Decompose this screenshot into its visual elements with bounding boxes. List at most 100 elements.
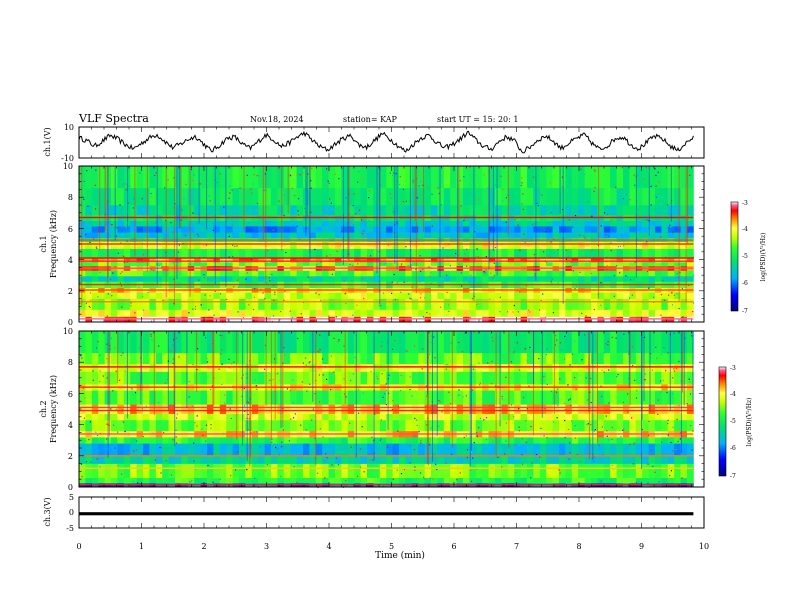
ch1-spectrogram-cell xyxy=(392,257,400,263)
ch2-spectrogram-speckle xyxy=(172,344,174,346)
ch1-spectrogram-cell xyxy=(437,275,445,282)
ch2-spectrogram-speckle xyxy=(312,408,314,410)
ch1-spectrogram-cell xyxy=(258,187,265,206)
ch2-spectrogram-cell xyxy=(168,371,176,385)
ch2-spectrogram-speckle xyxy=(170,474,172,476)
ch1-spectrogram-speckle xyxy=(150,192,152,195)
ch2-spectrogram-cell xyxy=(322,363,329,372)
ch1-spectrogram-speckle xyxy=(133,198,135,200)
ch2-spectrogram-cell xyxy=(79,463,86,478)
ch1-spectrogram-speckle xyxy=(419,281,421,283)
ch2-spectrogram-cell xyxy=(219,371,227,385)
ch2-spectrogram-cell xyxy=(175,331,182,354)
ch1-spectrogram-cell xyxy=(629,220,637,227)
ch1-spectrogram-cell xyxy=(558,241,566,249)
ch1-spectrogram-speckle xyxy=(310,180,312,182)
ch1-spectrogram-speckle xyxy=(516,234,518,237)
ch1-spectrogram-cell xyxy=(168,205,176,216)
ch2-spectrogram-cell xyxy=(232,463,240,478)
ch1-spectrogram-speckle xyxy=(572,270,574,272)
ch2-spectrogram-cell xyxy=(168,455,176,464)
ch1-spectrogram-cell xyxy=(238,270,246,277)
ch2-spectrogram-speckle xyxy=(595,342,597,345)
ch1-spectrogram-speckle xyxy=(455,252,457,255)
ch2-spectrogram-cell xyxy=(603,404,611,414)
ch2-spectrogram-speckle xyxy=(601,369,603,371)
ch2-spectrogram-cell xyxy=(194,363,201,372)
ch2-spectrogram-cell xyxy=(398,331,406,354)
ch1-spectrogram-speckle xyxy=(613,275,615,277)
ch1-spectrogram-cell xyxy=(309,187,317,206)
ch2-spectrogram-speckle xyxy=(441,411,443,413)
ch2-spectrogram-cell xyxy=(539,352,547,365)
ch1-spectrogram-speckle xyxy=(336,250,338,252)
ch1-spectrogram-cell xyxy=(482,232,489,239)
ch1-spectrogram-cell xyxy=(181,261,189,267)
ch1-spectrogram-cell xyxy=(507,309,515,317)
ch1-spectrogram-cell xyxy=(213,166,221,189)
ch2-spectrogram-cell xyxy=(187,419,195,432)
ch2-spectrogram-speckle xyxy=(679,432,681,434)
ch2-spectrogram-cell xyxy=(648,363,656,372)
ch2-spectrogram-speckle xyxy=(607,344,609,346)
ch1-spectrogram-cell xyxy=(405,270,413,277)
ch2-spectrogram-speckle xyxy=(479,417,481,420)
ch2-spectrogram-cell xyxy=(232,455,240,464)
ch1-spectrogram-cell xyxy=(603,205,611,216)
ch2-spectrogram-cell xyxy=(571,437,579,444)
ch1-spectrogram-speckle xyxy=(121,306,123,308)
ch2-spectrogram-cell xyxy=(462,455,470,464)
ch2-spectrogram-cell xyxy=(437,463,445,478)
ch1-spectrogram-cell xyxy=(206,261,214,267)
ch1-spectrogram-speckle xyxy=(216,181,218,184)
ch1-spectrogram-cell xyxy=(469,232,477,239)
ch2-spectrogram-cell xyxy=(136,390,144,405)
ch2-spectrogram-cell xyxy=(571,404,579,414)
ch1-spectrogram-cell xyxy=(398,241,406,249)
ch1-spectrogram-speckle xyxy=(543,227,545,229)
ch1-spectrogram-cell xyxy=(386,270,393,277)
ch2-spectrogram-cell xyxy=(91,331,99,354)
ch1-spectrogram-sferic-streak xyxy=(99,166,101,250)
ch1-spectrogram-speckle xyxy=(429,313,431,315)
ch2-spectrogram-cell xyxy=(168,463,176,478)
ch2-spectrogram-cell xyxy=(411,477,419,484)
ch2-spectrogram-cell xyxy=(539,477,547,484)
ch1-spectrogram-cell xyxy=(200,226,208,233)
ch1-spectrogram-cell xyxy=(296,226,304,233)
ch1-spectrogram-cell xyxy=(411,241,419,249)
ch2-spectrogram-speckle xyxy=(244,410,246,413)
ch2-spectrogram-speckle xyxy=(627,445,629,447)
ch1-spectrogram-cell xyxy=(117,226,125,233)
ch1-spectrogram-cell xyxy=(219,261,227,267)
ch1-spectrogram-cell xyxy=(443,275,451,282)
ch2-spectrogram-cell xyxy=(149,331,157,354)
ch1-spectrogram-cell xyxy=(462,298,470,310)
ch1-spectrogram-cell xyxy=(245,166,253,189)
ch1-spectrogram-cell xyxy=(264,226,272,233)
ch1-spectrogram-cell xyxy=(392,226,400,233)
ch2-spectrogram-cell xyxy=(386,455,393,464)
ch1-spectrogram-cell xyxy=(168,220,176,227)
ch2-spectrogram-cell xyxy=(309,463,317,478)
ch1-spectrogram-sferic-streak xyxy=(287,166,289,214)
ch2-spectrogram-cell xyxy=(392,477,400,484)
ch2-spectrogram-speckle xyxy=(164,382,166,384)
ch2-spectrogram-cell xyxy=(635,390,643,405)
ch1-spectrogram-cell xyxy=(686,220,694,227)
ch2-spectrogram-cell xyxy=(277,477,285,484)
ch2-spectrogram-cell xyxy=(341,437,349,444)
ch1-spectrogram-cell xyxy=(168,187,176,206)
ch1-spectrogram-cell xyxy=(168,248,176,258)
ch2-spectrogram-cell xyxy=(622,404,630,414)
ch1-spectrogram-cell xyxy=(136,298,144,310)
ch1-spectrogram-speckle xyxy=(142,254,144,256)
ch1-spectrogram-speckle xyxy=(110,224,113,226)
ch1-spectrogram-emission-line xyxy=(79,216,694,219)
ch1-spectrogram-cell xyxy=(213,241,221,249)
ch1-spectrogram-cell xyxy=(654,292,662,299)
ch1-spectrogram-cell xyxy=(571,261,579,267)
ch1-spectrogram-cell xyxy=(309,292,317,299)
ch1-spectrogram-cell xyxy=(130,292,137,299)
ch1-spectrogram-cell xyxy=(648,309,656,317)
